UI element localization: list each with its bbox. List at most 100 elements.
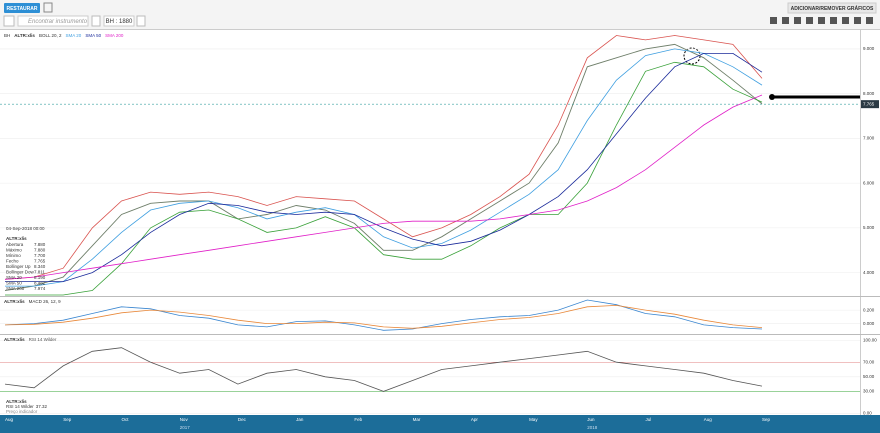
y-tick-label: 100.00 [863, 338, 877, 343]
rsi-value: 37.32 [36, 404, 48, 409]
dw-value: 7.700 [34, 253, 46, 258]
y-tick-label: 8.000 [863, 91, 875, 96]
dw-label: SMA 20 [6, 275, 22, 280]
tool-icons [770, 17, 873, 24]
dw-value: 8.482 [34, 281, 46, 286]
last-price-box [861, 100, 879, 109]
x-tick-label: Sep [762, 417, 771, 422]
legend-label: SMA 200 [105, 33, 124, 38]
x-axis-bar [0, 415, 880, 433]
series-line [4, 43, 763, 291]
y-tick-label: 6.000 [863, 180, 875, 185]
x-tick-label: Mar [413, 417, 421, 422]
legend-label: MACD 26, 12, 9 [29, 299, 62, 304]
icon[interactable] [794, 17, 801, 24]
y-tick-label: 30.00 [863, 389, 875, 394]
add-button[interactable] [91, 15, 101, 27]
dw-rows: Abertura 7.880 Máximo 7.880 Mínimo 7.700 Fecho… [6, 242, 46, 291]
dw-value: 7.880 [34, 242, 46, 247]
icon[interactable] [806, 17, 813, 24]
instrument-label[interactable]: BH : 1880 [106, 19, 133, 25]
legend-label: ALTR:xlis [4, 299, 25, 304]
legend-label: SMA 50 [85, 33, 101, 38]
data-window: 04-Sep-2018 00:00 ALTR:xlis Abertura 7.88… [6, 226, 46, 291]
pencil-icon[interactable] [3, 15, 15, 27]
popout-icon[interactable] [43, 2, 53, 13]
x-tick-label: Oct [121, 417, 129, 422]
y-tick-label: 7.000 [863, 136, 875, 141]
dw-value: 8.190 [34, 275, 46, 280]
icon[interactable] [866, 17, 873, 24]
last-price-label: 7.765 [863, 101, 875, 106]
icon[interactable] [770, 17, 777, 24]
series-line [4, 299, 763, 331]
rsi-note: Preço indicador [6, 409, 38, 414]
series-line [4, 94, 763, 280]
series-line [5, 48, 763, 287]
restore-button[interactable] [4, 3, 40, 13]
x-tick-label: Jun [587, 417, 595, 422]
legend-label: ALTR:xlis [4, 337, 25, 342]
dw-value: 8.340 [34, 264, 46, 269]
legend-label: RSI 14 Wilder [29, 337, 57, 342]
dw-label: Mínimo [6, 253, 21, 258]
y-tick-label: 0.000 [863, 321, 875, 326]
x-tick-label: Nov [180, 417, 189, 422]
series-line [5, 53, 763, 282]
dw-date: 04-Sep-2018 00:00 [6, 226, 45, 231]
icon[interactable] [842, 17, 849, 24]
y-tick-label: 4.000 [863, 270, 875, 275]
y-tick-label: 0.200 [863, 307, 875, 312]
series-line [4, 35, 763, 280]
series-line [4, 304, 763, 329]
x-tick-label: Dec [238, 417, 247, 422]
rsi-name: RSI 14 Wilder [6, 404, 34, 409]
arrow-head [769, 94, 775, 100]
dw-value: 7.880 [34, 248, 46, 253]
x-tick-label: Apr [471, 417, 479, 422]
dw-label: Fecho [6, 259, 19, 264]
series-line [4, 347, 763, 392]
icon[interactable] [830, 17, 837, 24]
y-tick-label: 70.00 [863, 359, 875, 364]
year-label: 2018 [587, 425, 598, 430]
search-placeholder[interactable]: Encontrar instrumento [28, 19, 88, 25]
dw-label: Abertura [6, 242, 24, 247]
x-tick-label: Jan [296, 417, 304, 422]
dw-label: SMA 50 [6, 281, 22, 286]
dw-symbol: ALTR:xlis [6, 236, 27, 241]
compare-button[interactable] [136, 15, 146, 27]
legend-label: BH [4, 33, 10, 38]
x-tick-label: Sep [63, 417, 72, 422]
x-tick-label: Aug [704, 417, 713, 422]
legend-label: BOLL 20, 2 [39, 33, 62, 38]
x-tick-label: Aug [5, 417, 14, 422]
dw-label: Bollinger Dow [6, 270, 35, 275]
icon[interactable] [818, 17, 825, 24]
add-remove-button[interactable] [787, 2, 877, 14]
legend-label: SMA 20 [66, 33, 82, 38]
plot-layer: 4.000 5.000 6.000 7.000 8.000 9.000 BH ALTR:xli… [0, 33, 879, 430]
series-line [5, 61, 763, 296]
dw-label: Bollinger Up [6, 264, 31, 269]
y-tick-label: 50.00 [863, 374, 875, 379]
year-label: 2017 [180, 425, 191, 430]
dw-value: 7.974 [34, 286, 46, 291]
y-tick-label: 0.00 [863, 410, 872, 415]
y-tick-label: 9.000 [863, 46, 875, 51]
icon[interactable] [782, 17, 789, 24]
add-remove-label[interactable]: ADICIONAR/REMOVER GRÁFICOS [791, 5, 874, 12]
x-tick-label: Jul [646, 417, 652, 422]
y-tick-label: 5.000 [863, 225, 875, 230]
x-tick-label: Feb [354, 417, 362, 422]
icon[interactable] [854, 17, 861, 24]
toolbar [0, 0, 880, 29]
dw-value: 7.765 [34, 259, 46, 264]
restore-label[interactable]: RESTAURAR [6, 6, 37, 12]
instrument-box[interactable] [103, 15, 135, 27]
search-box[interactable] [17, 15, 89, 27]
dw-label: Máximo [6, 248, 22, 253]
x-tick-label: May [529, 417, 538, 422]
